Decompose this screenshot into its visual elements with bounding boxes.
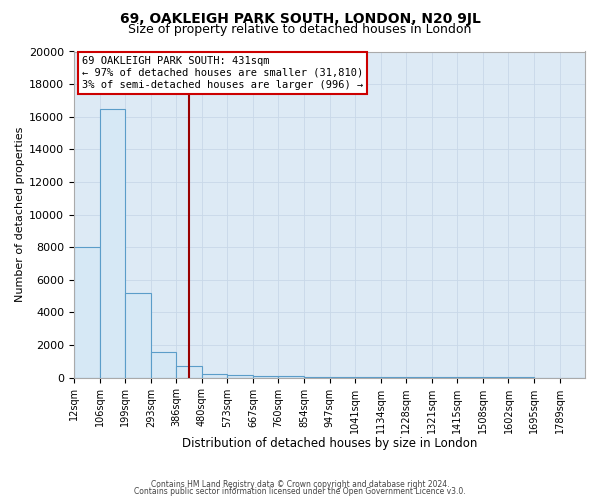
Text: Contains HM Land Registry data © Crown copyright and database right 2024.: Contains HM Land Registry data © Crown c… [151, 480, 449, 489]
Text: 69, OAKLEIGH PARK SOUTH, LONDON, N20 9JL: 69, OAKLEIGH PARK SOUTH, LONDON, N20 9JL [119, 12, 481, 26]
Text: Size of property relative to detached houses in London: Size of property relative to detached ho… [128, 22, 472, 36]
Bar [278, 376, 304, 378]
Bar [74, 247, 100, 378]
Bar [125, 293, 151, 378]
Bar [227, 376, 253, 378]
X-axis label: Distribution of detached houses by size in London: Distribution of detached houses by size … [182, 437, 477, 450]
Bar [176, 366, 202, 378]
Bar [253, 376, 278, 378]
Bar [304, 377, 329, 378]
Text: Contains public sector information licensed under the Open Government Licence v3: Contains public sector information licen… [134, 487, 466, 496]
Y-axis label: Number of detached properties: Number of detached properties [15, 127, 25, 302]
Bar [151, 352, 176, 378]
Text: 69 OAKLEIGH PARK SOUTH: 431sqm
← 97% of detached houses are smaller (31,810)
3% : 69 OAKLEIGH PARK SOUTH: 431sqm ← 97% of … [82, 56, 363, 90]
Bar [329, 377, 355, 378]
Bar [100, 108, 125, 378]
Bar [202, 374, 227, 378]
